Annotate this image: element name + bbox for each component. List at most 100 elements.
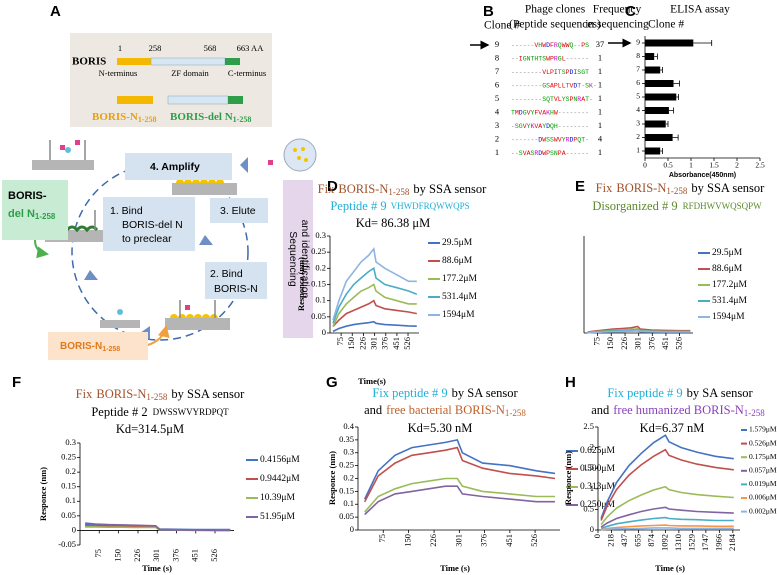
y-tick-label: 1 [590, 483, 594, 493]
x-tick-label: 451 [190, 549, 200, 562]
series-line [601, 527, 734, 531]
residue: - [570, 55, 574, 62]
x-tick-label: 376 [380, 337, 390, 350]
error-bar [660, 67, 663, 73]
legend-label: 1594μM [712, 312, 745, 322]
residue: D [573, 82, 577, 89]
residue: - [573, 150, 577, 157]
series-line [600, 485, 734, 526]
x-axis-label: Absorbance(450nm) [669, 172, 736, 179]
residue: S [546, 82, 550, 89]
frequency: 1 [598, 52, 602, 62]
y-tick-label: 0.1 [315, 295, 326, 305]
residue: S [566, 96, 570, 103]
x-tick-label: 451 [504, 534, 514, 547]
residue: - [531, 82, 535, 89]
chart-title: Fix peptide # 9 by SA sensor [372, 386, 518, 400]
residue: L [558, 82, 562, 89]
y-tick-label: 2.5 [583, 421, 594, 431]
y-tick-label: 0 [590, 524, 594, 534]
residue: - [511, 82, 515, 89]
step-label: BORIS-del N [122, 219, 183, 231]
y-tick-label: 0.25 [311, 246, 326, 256]
subtitle-part: Disorganized # 9 [592, 199, 677, 213]
residue: S [542, 55, 546, 62]
residue: - [511, 136, 515, 143]
well [100, 320, 140, 328]
residue: - [515, 136, 519, 143]
subtitle-sub: 1-258 [505, 408, 526, 418]
title-sub: 1-258 [388, 187, 409, 197]
peptide-sequence: TMDGVYFVAKHW-------- [511, 109, 589, 116]
residue: - [562, 109, 566, 116]
clone-number: 3 [495, 120, 499, 130]
residue: - [593, 82, 597, 89]
residue: - [581, 82, 585, 89]
clone-number: 9 [495, 39, 499, 49]
panel-label: C [625, 3, 636, 20]
residue: S [542, 96, 546, 103]
peptide-sequence: --SVASRDWPSNPA------ [511, 150, 589, 157]
cycle-arrow [199, 235, 213, 245]
fragment-name: BORIS-N [92, 111, 138, 123]
y-tick-label: -0.05 [58, 539, 76, 549]
x-tick-label: 1747 [700, 534, 710, 551]
category-label: 4 [636, 105, 640, 114]
x-tick-label: 526 [209, 549, 219, 562]
x-tick-label: 75 [592, 337, 602, 346]
x-axis-label: Time(s) [358, 376, 386, 386]
residue: D [570, 136, 574, 143]
residue: R [554, 42, 558, 49]
residue: - [577, 55, 581, 62]
clone-number: 5 [495, 93, 499, 103]
residue: P [558, 150, 562, 157]
residue: F [534, 109, 538, 116]
legend-label: 531.4μM [712, 296, 747, 306]
bar [645, 93, 677, 101]
step-label: BORIS-N [214, 283, 258, 295]
y-tick-label: 0.15 [61, 481, 76, 491]
cycle-arrow [84, 270, 98, 280]
column-header: Frequency [593, 4, 642, 16]
sequencing-box [283, 180, 313, 338]
step-box [210, 198, 268, 223]
residue: - [523, 42, 527, 49]
sequencing-tube [283, 138, 317, 172]
x-tick-label: 376 [479, 534, 489, 547]
error-bar [665, 121, 669, 127]
residue: S [577, 69, 581, 76]
y-tick-label: 0.1 [65, 495, 76, 505]
title-part: by SSA sensor [171, 387, 245, 401]
series-line [332, 320, 417, 333]
residue: - [585, 150, 589, 157]
bar [645, 134, 673, 141]
x-tick-label: 0 [643, 161, 647, 170]
bound-protein [170, 314, 218, 318]
residue: - [589, 96, 593, 103]
step-label: 2. Bind [210, 268, 243, 280]
x-tick-label: 226 [619, 337, 629, 350]
x-tick-label: 655 [632, 534, 642, 547]
legend-label: 177.2μM [442, 274, 477, 284]
residue: A [538, 123, 542, 130]
residue: D [538, 136, 542, 143]
step-label: 3. Elute [220, 205, 256, 217]
y-tick-label: 0.05 [61, 510, 76, 520]
residue: A [542, 109, 546, 116]
n-name: BORIS-N [60, 341, 102, 352]
bar [645, 39, 694, 47]
category-label: 7 [636, 65, 640, 74]
residue: I [573, 69, 577, 76]
residue: - [538, 96, 542, 103]
x-tick-label: 301 [453, 534, 463, 547]
chart-subtitle: Disorganized # 9 RFDHWVWQSQPW [592, 199, 762, 213]
residue: - [585, 123, 589, 130]
category-label: 9 [636, 38, 640, 47]
x-tick-label: 1529 [686, 534, 696, 551]
x-tick-label: 75 [377, 534, 387, 543]
legend-label: 10.39μM [260, 493, 295, 503]
legend-label: 1594μM [442, 310, 475, 320]
bar [645, 66, 661, 74]
frequency: 1 [598, 106, 602, 116]
residue: P [550, 69, 554, 76]
